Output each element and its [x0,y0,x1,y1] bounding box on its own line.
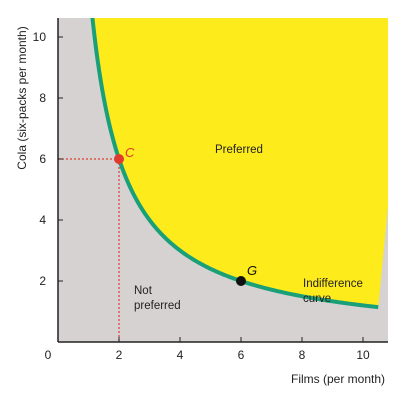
y-axis-label: Cola (six-packs per month) [15,26,29,169]
x-tick-label-6: 6 [238,348,245,362]
indifference-curve-label-line2: curve [303,293,331,305]
point-c [114,154,124,164]
x-tick-label-10: 10 [356,348,370,362]
not-preferred-label-line1: Not [134,285,153,297]
point-label-c: C [125,145,135,160]
y-tick-label-10: 10 [33,30,47,44]
y-tick-label-2: 2 [39,274,46,288]
not-preferred-label-line2: preferred [134,300,181,312]
x-axis-label: Films (per month) [291,372,385,386]
preferred-label: Preferred [215,144,263,156]
y-tick-label-8: 8 [39,91,46,105]
indifference-curve-label-line1: Indifference [303,278,363,290]
indifference-curve [90,18,379,310]
point-label-g: G [247,263,257,278]
preferred-region [92,18,388,308]
x-tick-label-2: 2 [116,348,123,362]
x-tick-label-4: 4 [177,348,184,362]
y-tick-label-6: 6 [39,152,46,166]
y-tick-label-4: 4 [39,213,46,227]
x-tick-label-8: 8 [299,348,306,362]
x-tick-label-0: 0 [45,348,52,362]
point-g [236,276,246,286]
